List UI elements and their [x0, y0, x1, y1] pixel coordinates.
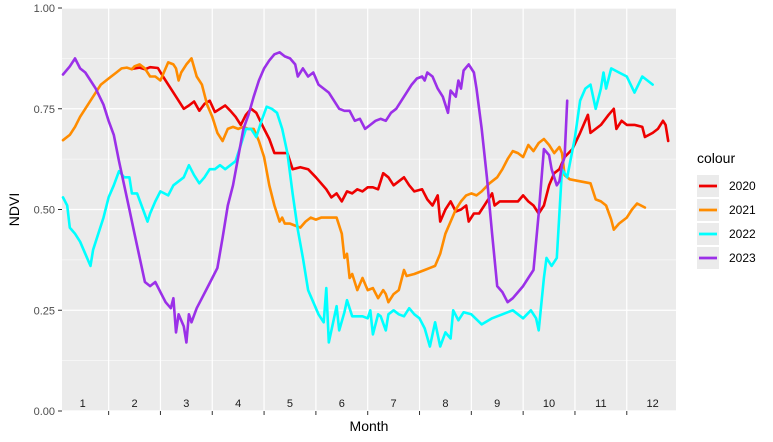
x-tick-label: 7 [391, 398, 397, 410]
legend-title: colour [697, 150, 735, 166]
x-tick-label: 5 [287, 398, 293, 410]
x-tick-label: 11 [595, 398, 606, 410]
series-line-2021 [61, 57, 647, 304]
legend-label: 2022 [729, 227, 756, 241]
x-tick-label: 2 [131, 398, 137, 410]
legend-item-2022: 2022 [697, 223, 756, 245]
x-tick-label: 12 [647, 398, 659, 410]
legend-item-2021: 2021 [697, 199, 756, 221]
legend-label: 2023 [729, 251, 756, 265]
legend-item-2020: 2020 [697, 175, 756, 197]
y-tick-label: 0.50 [34, 205, 55, 217]
x-tick-label: 4 [235, 398, 241, 410]
x-tick-label: 8 [442, 398, 448, 410]
y-tick-label: 0.75 [34, 104, 55, 116]
series-lines [61, 51, 670, 348]
x-tick-label: 10 [543, 398, 555, 410]
x-tick-label: 3 [183, 398, 189, 410]
y-tick-label: 0.25 [34, 305, 55, 317]
series-line-2020 [130, 65, 670, 223]
legend-item-2023: 2023 [697, 247, 756, 269]
minor-gridlines [62, 58, 676, 361]
legend-label: 2021 [729, 203, 756, 217]
x-tick-label: 6 [339, 398, 345, 410]
x-axis-title: Month [350, 418, 389, 434]
legend-label: 2020 [729, 179, 756, 193]
major-gridlines [62, 7, 676, 412]
series-line-2022 [61, 67, 654, 348]
x-axis [108, 411, 628, 415]
series-line-2023 [61, 51, 569, 344]
x-tick-labels: 1 2 3 4 5 6 7 8 9 10 11 12 [80, 398, 659, 410]
legend: colour 2020 2021 2022 2023 [697, 150, 756, 269]
y-axis-title: NDVI [6, 193, 22, 226]
y-axis: 0.00 0.25 0.50 0.75 1.00 [34, 3, 62, 418]
x-tick-label: 9 [494, 398, 500, 410]
y-tick-label: 0.00 [34, 406, 55, 418]
x-tick-label: 1 [80, 398, 86, 410]
y-tick-label: 1.00 [34, 3, 55, 15]
